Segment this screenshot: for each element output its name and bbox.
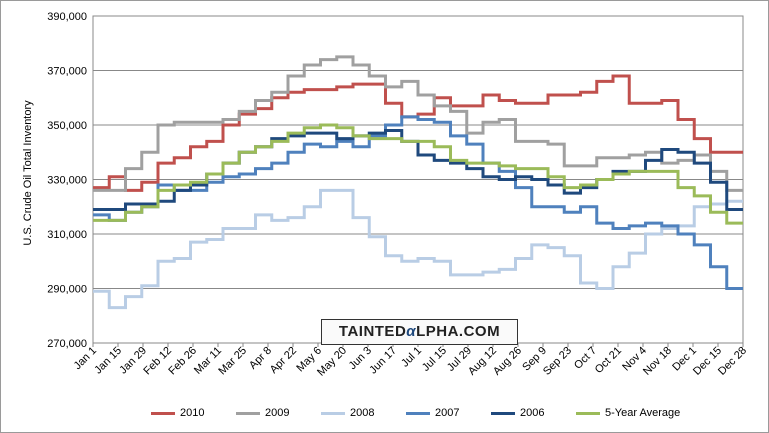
legend-item: 2008 <box>321 405 374 421</box>
x-tick-label: Dec 28 <box>716 345 749 378</box>
legend-item: 2009 <box>236 405 289 421</box>
x-tick-label: Aug 26 <box>491 345 524 378</box>
x-tick-label: Apr 22 <box>268 345 299 376</box>
legend-label: 2009 <box>265 407 290 419</box>
legend-swatch <box>576 411 600 415</box>
legend-item: 2006 <box>491 405 544 421</box>
legend-label: 5-Year Average <box>605 407 681 419</box>
y-tick-label: 310,000 <box>47 229 87 241</box>
x-tick-label: Jul 15 <box>420 345 449 374</box>
y-tick-label: 270,000 <box>47 338 87 350</box>
series-line-2009 <box>93 55 743 192</box>
legend-label: 2007 <box>435 407 460 419</box>
series-line-5-year-average <box>93 123 743 225</box>
y-tick-label: 350,000 <box>47 120 87 132</box>
legend-item: 5-Year Average <box>576 405 680 421</box>
legend-label: 2006 <box>520 407 545 419</box>
watermark-logo: TAINTEDαLPHA.COM <box>321 319 518 345</box>
x-tick-label: Jan 15 <box>92 345 124 377</box>
chart-legend: 2010 2009 2008 2007 2006 5-Year Average <box>151 405 680 421</box>
legend-swatch <box>491 411 515 415</box>
legend-label: 2010 <box>180 407 205 419</box>
x-tick-label: Mar 25 <box>216 345 249 378</box>
y-tick-label: 330,000 <box>47 175 87 187</box>
x-tick-label: Sep 23 <box>541 345 574 378</box>
y-tick-label: 370,000 <box>47 66 87 78</box>
y-tick-label: 390,000 <box>47 11 87 23</box>
legend-swatch <box>151 411 175 415</box>
legend-swatch <box>321 411 345 415</box>
x-tick-label: Feb 26 <box>166 345 199 378</box>
x-tick-label: Nov 18 <box>641 345 674 378</box>
y-tick-label: 290,000 <box>47 284 87 296</box>
legend-swatch <box>236 411 260 415</box>
legend-swatch <box>406 411 430 415</box>
x-tick-label: Oct 21 <box>593 345 624 376</box>
series-line-2008 <box>93 188 743 310</box>
x-tick-label: Jun 17 <box>367 345 399 377</box>
legend-label: 2008 <box>350 407 375 419</box>
legend-item: 2010 <box>151 405 204 421</box>
legend-item: 2007 <box>406 405 459 421</box>
y-axis-label: U.S. Crude Oil Total Inventory <box>22 100 34 246</box>
